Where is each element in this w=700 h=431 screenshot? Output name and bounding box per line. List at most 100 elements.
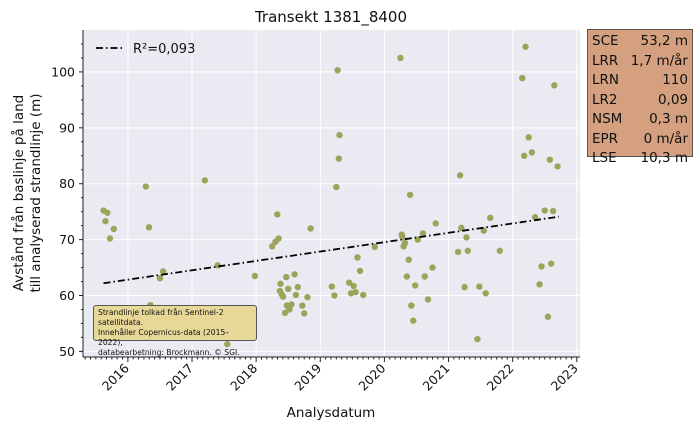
data-point <box>104 209 111 216</box>
grid <box>83 30 580 357</box>
data-point <box>522 43 529 50</box>
data-point <box>399 233 406 241</box>
data-point <box>292 291 300 299</box>
stats-value: 0,3 m <box>649 111 688 127</box>
data-point <box>371 243 378 251</box>
y-tick-label: 50 <box>59 344 75 359</box>
data-point <box>405 256 412 263</box>
stats-box: SCE 53,2 m LRR 1,7 m/år LRN 110 LR2 0,09 NSM… <box>587 29 693 166</box>
data-point <box>421 273 429 280</box>
y-tick-label: 90 <box>59 120 75 135</box>
data-point <box>408 302 415 309</box>
data-point <box>291 271 298 278</box>
stats-value: 10,3 m <box>640 150 688 166</box>
stats-row: LRR 1,7 m/år <box>592 52 688 72</box>
data-point <box>142 183 150 190</box>
data-point <box>429 264 436 271</box>
data-point <box>288 301 295 308</box>
data-point <box>156 274 164 282</box>
stats-row: LSE 10,3 m <box>592 149 688 169</box>
data-point <box>331 292 338 299</box>
data-point <box>283 273 290 281</box>
x-tick-label: 2022 <box>484 361 517 394</box>
attribution-line: databearbetning: Brockmann. © SGI. <box>98 348 240 357</box>
data-point <box>403 273 411 280</box>
data-point <box>464 247 471 254</box>
x-tick-label: 2018 <box>227 360 260 393</box>
data-point <box>328 283 336 290</box>
y-tick-label: 80 <box>59 176 75 191</box>
data-point <box>419 230 427 237</box>
data-point <box>110 225 117 233</box>
data-point <box>480 227 488 234</box>
data-point <box>551 82 558 89</box>
data-point <box>531 214 539 221</box>
data-point <box>401 239 409 247</box>
legend-label: R²=0,093 <box>133 42 195 57</box>
data-point <box>525 134 532 141</box>
data-point <box>356 267 364 275</box>
data-point <box>304 293 311 301</box>
data-point <box>463 234 470 241</box>
x-tick-label: 2020 <box>355 360 388 393</box>
data-point <box>279 293 287 300</box>
data-point <box>424 296 432 303</box>
data-point <box>536 281 543 288</box>
data-point <box>268 243 276 250</box>
legend: R²=0,093 <box>96 42 195 57</box>
y-axis-label-line1: Avstånd från baslinje på land <box>10 95 27 291</box>
data-point <box>456 172 464 179</box>
x-axis-label: Analysdatum <box>287 405 376 421</box>
attribution-line: Strandlinje tolkad från Sentinel-2 satel… <box>98 308 224 327</box>
attribution-line: Innehåller Copernicus-data (2015–2022), <box>98 328 230 347</box>
data-point <box>334 67 341 74</box>
stats-row: EPR 0 m/år <box>592 130 688 150</box>
stats-value: 53,2 m <box>640 33 688 49</box>
data-point <box>410 317 417 324</box>
data-point <box>224 340 231 348</box>
data-point <box>285 285 292 293</box>
data-point <box>345 279 353 286</box>
data-point <box>474 335 481 343</box>
chart-title: Transekt 1381_8400 <box>254 8 407 27</box>
plot-area <box>83 30 580 357</box>
data-point <box>275 235 282 242</box>
x-tick-label: 2023 <box>548 361 581 394</box>
data-point <box>482 290 489 297</box>
stats-value: 110 <box>662 72 688 88</box>
y-axis-label-line2: till analyserad strandlinje (m) <box>28 93 44 292</box>
data-point <box>145 224 153 231</box>
stats-row: LR2 0,09 <box>592 91 688 111</box>
trend-line-group <box>103 215 559 285</box>
stats-row: NSM 0,3 m <box>592 110 688 130</box>
y-tick-label: 60 <box>59 288 75 303</box>
x-tick-label: 2016 <box>99 360 132 393</box>
data-point <box>519 74 526 82</box>
data-point <box>538 263 545 270</box>
data-point <box>201 177 209 184</box>
attribution-box: Strandlinje tolkad från Sentinel-2 satel… <box>93 305 257 357</box>
data-point <box>458 224 465 232</box>
data-point <box>360 291 367 299</box>
data-point <box>335 155 343 162</box>
data-point <box>487 214 494 222</box>
data-point <box>544 313 552 320</box>
data-point <box>294 283 302 291</box>
stats-label: NSM <box>592 111 623 127</box>
data-point <box>476 283 483 290</box>
y-tick-label: 100 <box>51 64 75 79</box>
data-point <box>286 306 293 313</box>
data-point <box>352 288 359 296</box>
data-point <box>432 220 439 227</box>
stats-value: 0 m/år <box>643 130 688 147</box>
data-point <box>251 272 259 280</box>
data-point <box>528 149 536 156</box>
stats-label: LRR <box>592 52 619 69</box>
data-points <box>100 43 561 348</box>
data-point <box>281 309 289 317</box>
stats-value: 1,7 m/år <box>630 52 688 69</box>
data-point <box>461 283 468 291</box>
data-point <box>406 191 414 199</box>
trend-line <box>103 215 559 285</box>
